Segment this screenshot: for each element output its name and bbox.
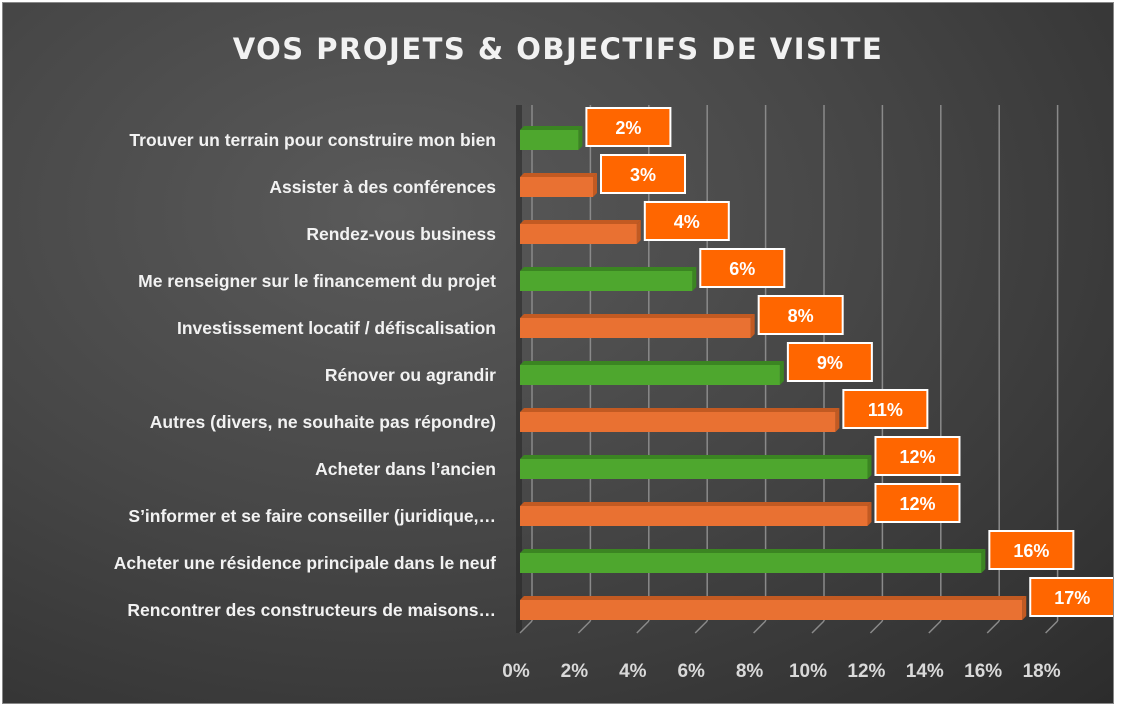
bar-side-face <box>867 502 872 526</box>
bar-top-face <box>520 549 986 553</box>
bar <box>520 365 780 385</box>
bar-side-face <box>1022 596 1027 620</box>
bar <box>520 506 868 526</box>
gridline-floor <box>753 620 767 634</box>
data-label-box <box>874 436 961 476</box>
x-tick-label: 0% <box>502 661 530 682</box>
data-label-box <box>585 107 672 147</box>
bar <box>520 553 982 573</box>
bar <box>520 130 579 150</box>
data-label: 12% <box>899 494 935 514</box>
bar-top-face <box>520 314 755 318</box>
bar-side-face <box>779 361 784 385</box>
category-label: Me renseigner sur le financement du proj… <box>138 271 496 291</box>
bar <box>520 318 751 338</box>
data-label: 17% <box>1054 588 1090 608</box>
category-label: Acheter dans l’ancien <box>315 459 496 479</box>
data-label-box <box>757 295 844 335</box>
data-label: 11% <box>868 400 903 420</box>
bar <box>520 459 868 479</box>
gridline-floor <box>577 620 591 634</box>
category-label: Rendez-vous business <box>306 224 496 244</box>
x-tick-label: 6% <box>677 661 705 682</box>
x-tick-label: 18% <box>1023 661 1061 682</box>
bar-side-face <box>750 314 755 338</box>
bar <box>520 271 693 291</box>
data-label: 16% <box>1013 541 1049 561</box>
data-label: 3% <box>630 165 656 185</box>
category-label: Rencontrer des constructeurs de maisons… <box>127 600 496 620</box>
bar <box>520 412 836 432</box>
category-label: Acheter une résidence principale dans le… <box>114 553 496 573</box>
x-tick-label: 2% <box>561 661 589 682</box>
data-label-box <box>874 483 961 523</box>
bar <box>520 177 593 197</box>
x-tick-label: 12% <box>847 661 885 682</box>
category-label: Rénover ou agrandir <box>325 365 496 385</box>
bar-top-face <box>520 455 872 459</box>
data-label: 9% <box>817 353 843 373</box>
category-label: Trouver un terrain pour construire mon b… <box>129 130 496 150</box>
data-label-box <box>1029 577 1113 617</box>
gridline-floor <box>928 620 942 634</box>
data-label-box <box>786 342 873 382</box>
gridline-floor <box>811 620 825 634</box>
category-label: Investissement locatif / défiscalisation <box>177 318 496 338</box>
gridline-floor <box>1045 620 1059 634</box>
chart-canvas: VOS PROJETS & OBJECTIFS DE VISITE Trouve… <box>114 32 1113 682</box>
data-label: 8% <box>788 306 814 326</box>
bar-side-face <box>835 408 840 432</box>
data-label-box <box>643 201 730 241</box>
data-label-box <box>842 389 929 429</box>
bar-side-face <box>867 455 872 479</box>
gridline-floor <box>869 620 883 634</box>
category-label: Assister à des conférences <box>269 177 496 197</box>
bar-top-face <box>520 220 641 224</box>
x-tick-label: 8% <box>736 661 764 682</box>
gridline-floor <box>986 620 1000 634</box>
bar-top-face <box>520 596 1027 600</box>
chart-title: VOS PROJETS & OBJECTIFS DE VISITE <box>233 32 884 66</box>
bar-side-face <box>578 126 583 150</box>
category-label: S’informer et se faire conseiller (jurid… <box>128 506 496 526</box>
bar <box>520 224 637 244</box>
data-label: 2% <box>615 118 641 138</box>
axis-wall <box>516 105 522 633</box>
data-label-box <box>699 248 786 288</box>
bar-top-face <box>520 502 872 506</box>
bar-side-face <box>692 267 697 291</box>
gridline-floor <box>694 620 708 634</box>
gridline-floor <box>519 620 533 634</box>
data-label: 12% <box>899 447 935 467</box>
x-tick-label: 14% <box>906 661 944 682</box>
bar-top-face <box>520 408 840 412</box>
bar-top-face <box>520 173 597 177</box>
gridline-floor <box>636 620 650 634</box>
bar-side-face <box>593 173 597 197</box>
category-label: Autres (divers, ne souhaite pas répondre… <box>150 412 496 432</box>
bar <box>520 600 1023 620</box>
bar-top-face <box>520 361 784 365</box>
x-tick-label: 10% <box>789 661 827 682</box>
data-label-box <box>600 154 686 194</box>
data-label-box <box>988 530 1075 570</box>
bar-side-face <box>981 549 986 573</box>
bar-side-face <box>636 220 641 244</box>
x-tick-label: 16% <box>964 661 1002 682</box>
data-label: 6% <box>729 259 755 279</box>
bar-top-face <box>520 267 697 271</box>
bar-top-face <box>520 126 583 130</box>
data-label: 4% <box>674 212 700 232</box>
x-tick-label: 4% <box>619 661 647 682</box>
